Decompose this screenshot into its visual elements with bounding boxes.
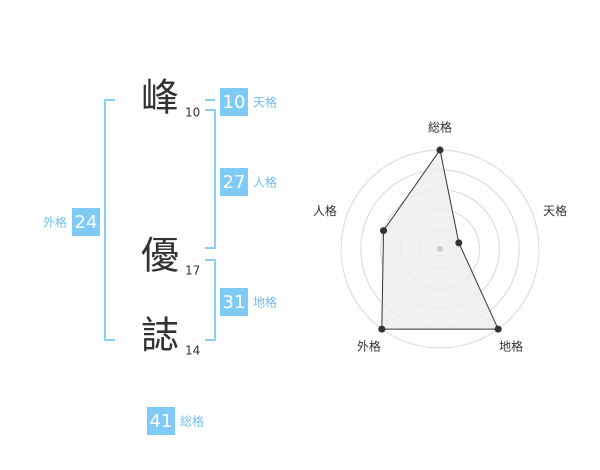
radar-area	[381, 148, 499, 330]
radar-axis-label: 天格	[543, 203, 567, 218]
radar-axis-label: 地格	[499, 338, 523, 353]
grid-box	[220, 288, 248, 316]
grid-box	[147, 407, 175, 435]
radar-center	[437, 246, 443, 252]
chikaku-bracket	[205, 259, 216, 341]
grid-value: 27	[223, 172, 246, 193]
grid-label: 外格	[43, 215, 67, 230]
grid-box	[220, 168, 248, 196]
grid-box	[220, 88, 248, 116]
grid-label: 地格	[253, 295, 277, 310]
radar-point	[436, 146, 444, 154]
jinkaku-bracket	[205, 109, 216, 249]
grid-value: 24	[75, 212, 98, 233]
grid-value: 31	[223, 292, 246, 313]
grid-label: 天格	[253, 95, 277, 110]
grid-label: 人格	[253, 175, 277, 190]
radar-point	[380, 227, 388, 235]
brackets	[104, 99, 216, 341]
grid-label: 総格	[180, 414, 204, 429]
stroke-count: 17	[185, 264, 200, 278]
stroke-count: 10	[185, 106, 200, 120]
grid-value: 10	[223, 92, 246, 113]
gaikaku-bracket	[104, 99, 115, 341]
radar-axis-label: 人格	[313, 203, 337, 218]
radar-point	[494, 325, 502, 333]
stroke-count: 14	[185, 344, 200, 358]
radar-axis-label: 外格	[357, 338, 381, 353]
name-character: 優	[141, 234, 179, 278]
radar-point	[378, 325, 386, 333]
radar-axis-label: 総格	[428, 120, 452, 135]
radar-point	[455, 239, 463, 247]
name-character: 誌	[141, 314, 179, 358]
grid-box	[72, 208, 100, 236]
name-character: 峰	[141, 76, 179, 120]
grid-value: 41	[150, 411, 173, 432]
